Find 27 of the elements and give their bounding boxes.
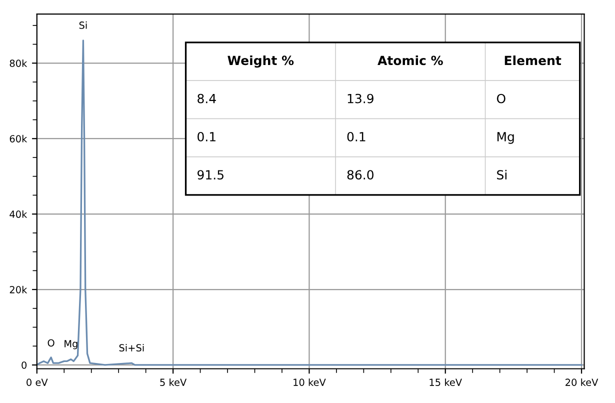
annotation: Mg <box>497 132 514 144</box>
y-tick-label: 40k <box>10 210 28 218</box>
annotation: Si+Si <box>119 344 144 352</box>
y-tick-label: 0 <box>22 361 27 369</box>
y-tick-label: 60k <box>10 134 28 142</box>
line-series <box>36 40 582 366</box>
x-tick-label: 0 eV <box>26 378 48 386</box>
annotation: 8.4 <box>198 94 216 104</box>
annotation: O <box>496 94 506 104</box>
annotation: Si <box>497 170 506 180</box>
x-tick-label: 10 keV <box>294 378 326 386</box>
annotation: 0.1 <box>347 132 366 142</box>
y-tick-label: 80k <box>10 59 28 67</box>
x-tick-label: 20 keV <box>566 378 598 386</box>
annotation: Weight % <box>228 55 294 68</box>
x-tick-label: 15 keV <box>430 378 462 386</box>
annotation: 86.0 <box>347 170 374 180</box>
annotation: Element <box>504 55 562 66</box>
annotation: 91.5 <box>198 170 224 180</box>
annotation: 13.9 <box>348 94 374 104</box>
annotation: Atomic % <box>378 55 443 66</box>
annotation: Si <box>79 21 87 29</box>
annotation: 0.1 <box>198 132 216 142</box>
x-tick-label: 5 keV <box>160 378 187 386</box>
annotation: Mg <box>64 340 78 350</box>
annotation: O <box>48 339 54 347</box>
y-tick-label: 20k <box>10 286 28 294</box>
